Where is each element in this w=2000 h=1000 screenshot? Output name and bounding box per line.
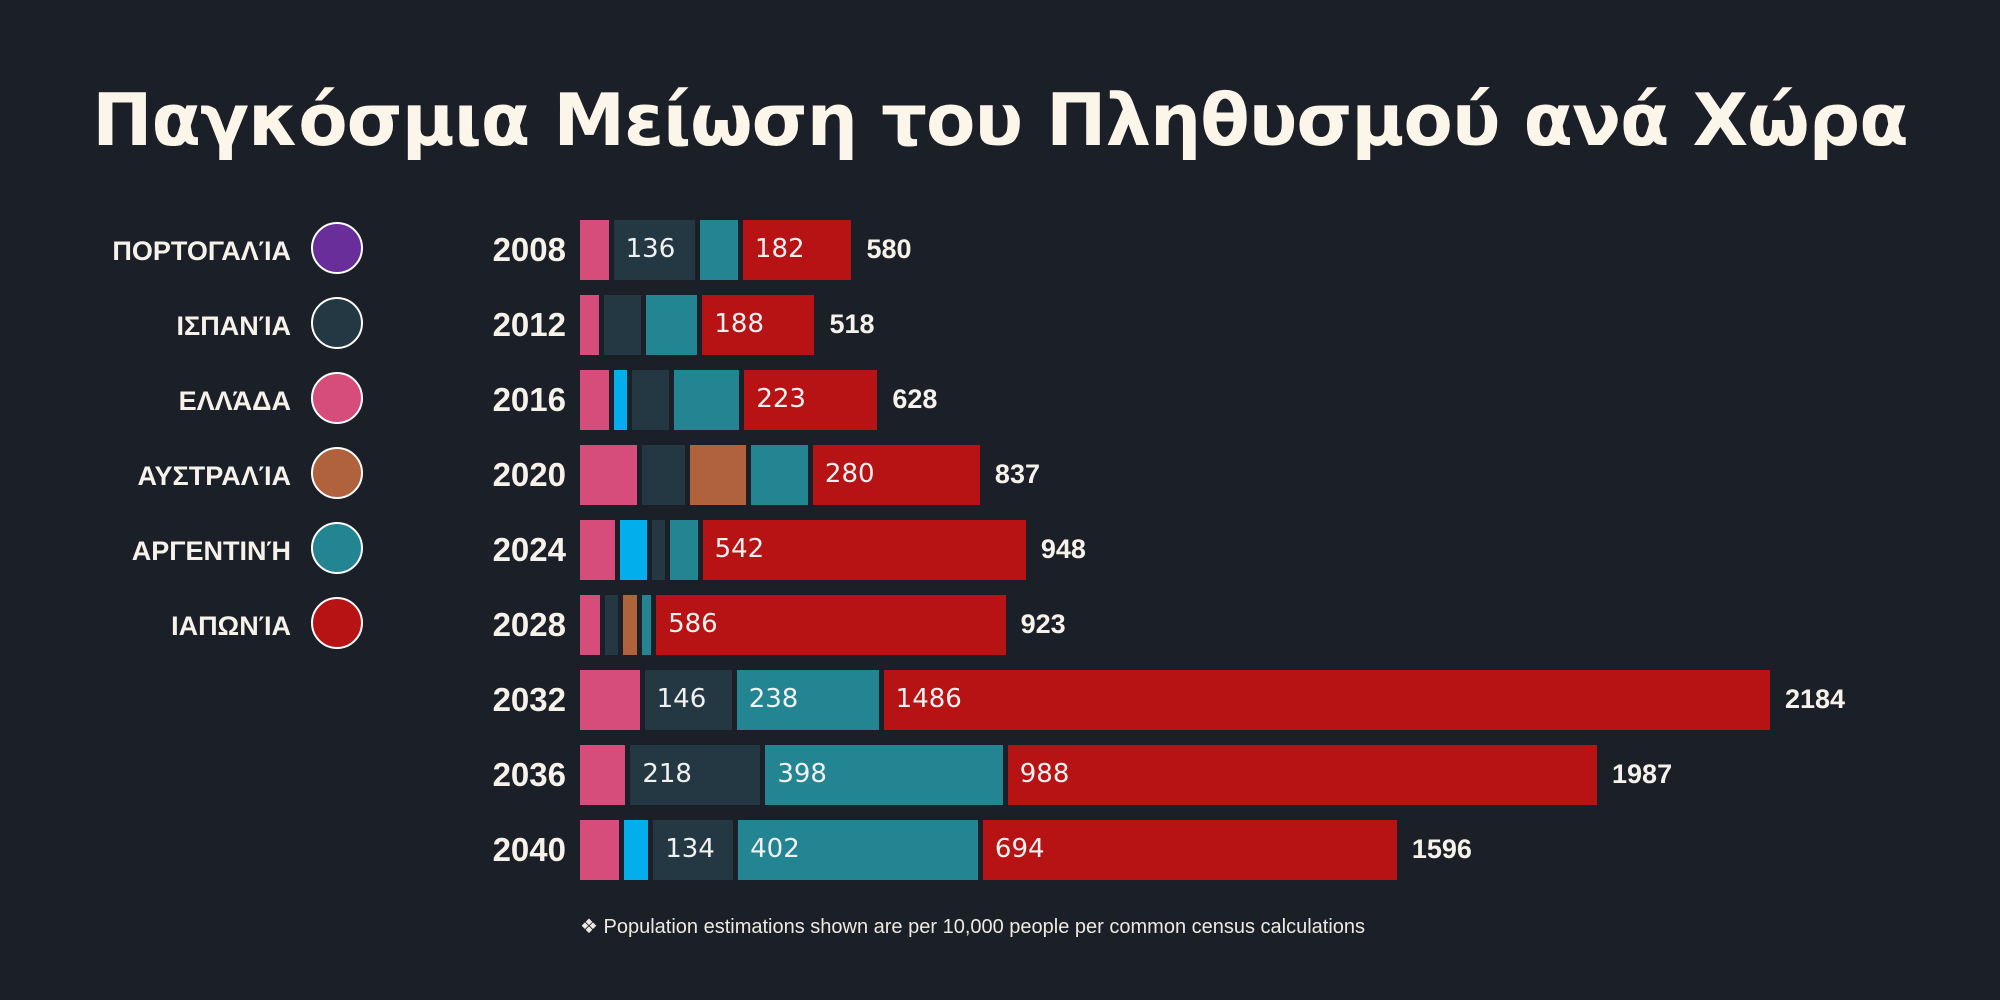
- row-total-label: 948: [1040, 534, 1086, 564]
- bar-segment: [736, 670, 879, 730]
- bar-segment: [623, 595, 637, 655]
- bar-segment: [580, 745, 626, 805]
- bar-segment: [604, 295, 642, 355]
- bar-segment: [580, 295, 600, 355]
- year-label: 2036: [492, 756, 566, 793]
- bar-segment: [982, 820, 1397, 880]
- legend-label: ΕΛΛΆΔΑ: [178, 386, 291, 416]
- footnote: ❖ Population estimations shown are per 1…: [580, 916, 1366, 938]
- segment-value-label: 223: [756, 384, 806, 414]
- bar-segment: [580, 370, 609, 430]
- bar-segment: [580, 670, 640, 730]
- legend-label: ΠΟΡΤΟΓΑΛΊΑ: [112, 236, 291, 266]
- bar-segment: [765, 745, 1003, 805]
- legend-label: ΙΣΠΑΝΊΑ: [176, 311, 292, 341]
- row-total-label: 1987: [1612, 759, 1673, 789]
- bar-segment: [738, 820, 978, 880]
- segment-value-label: 188: [714, 309, 764, 339]
- bar-segment: [580, 220, 609, 280]
- legend-item-australia: ΑΥΣΤΡΑΛΊΑ: [0, 447, 363, 503]
- segment-value-label: 694: [994, 834, 1045, 864]
- legend-swatch: [311, 372, 363, 424]
- segment-value-label: 988: [1019, 759, 1070, 789]
- bar-segment: [744, 370, 878, 430]
- segment-value-label: 134: [665, 834, 715, 864]
- legend-item-argentina: ΑΡΓΕΝΤΙΝΉ: [0, 522, 363, 578]
- bar-segment: [630, 745, 761, 805]
- bar-segment: [689, 445, 747, 505]
- legend-label: ΙΑΠΩΝΊΑ: [171, 611, 291, 641]
- chart-title: Παγκόσμια Μείωση του Πληθυσμού ανά Χώρα: [92, 78, 1908, 162]
- year-label: 2008: [492, 231, 566, 268]
- legend-item-japan: ΙΑΠΩΝΊΑ: [0, 597, 363, 653]
- bar-segment: [580, 595, 601, 655]
- year-label: 2012: [492, 306, 566, 343]
- bar-segment: [619, 520, 648, 580]
- row-total-label: 1596: [1411, 834, 1472, 864]
- bar-segment: [653, 820, 734, 880]
- segment-value-label: 402: [750, 834, 800, 864]
- segment-value-label: 398: [777, 759, 827, 789]
- row-total-label: 580: [866, 234, 912, 264]
- bar-segment: [702, 295, 815, 355]
- segment-value-label: 136: [625, 234, 676, 264]
- bar-segment: [699, 220, 738, 280]
- bar-segment: [646, 295, 698, 355]
- legend-swatch: [311, 522, 363, 574]
- row-total-label: 837: [994, 459, 1040, 489]
- segment-value-label: 586: [668, 609, 718, 639]
- year-label: 2024: [492, 531, 566, 568]
- segment-value-label: 182: [754, 234, 805, 264]
- bar-segment: [631, 370, 669, 430]
- year-label: 2016: [492, 381, 566, 418]
- bar-segment: [742, 220, 852, 280]
- legend-item-spain: ΙΣΠΑΝΊΑ: [0, 297, 363, 353]
- bar-segment: [641, 595, 652, 655]
- legend-swatch: [311, 597, 363, 649]
- bar-segment: [652, 520, 666, 580]
- year-label: 2028: [492, 606, 566, 643]
- bar-segment: [702, 520, 1026, 580]
- bar-segment: [644, 670, 732, 730]
- bar-segment: [580, 445, 637, 505]
- row-total-label: 628: [892, 384, 938, 414]
- segment-value-label: 146: [656, 684, 707, 714]
- bar-segment: [673, 370, 740, 430]
- row-total-label: 518: [829, 309, 875, 339]
- row-total-label: 2184: [1785, 684, 1846, 714]
- segment-value-label: 218: [642, 759, 692, 789]
- year-label: 2040: [492, 831, 566, 868]
- bar-segment: [613, 220, 695, 280]
- legend-item-greece: ΕΛΛΆΔΑ: [0, 372, 363, 428]
- bar-segment: [656, 595, 1006, 655]
- segment-value-label: 238: [748, 684, 799, 714]
- legend-label: ΑΡΓΕΝΤΙΝΉ: [131, 536, 291, 566]
- bar-segment: [670, 520, 698, 580]
- segment-value-label: 542: [714, 534, 765, 564]
- bar-segment: [641, 445, 685, 505]
- year-label: 2032: [492, 681, 566, 718]
- bar-segment: [580, 520, 615, 580]
- year-label: 2020: [492, 456, 566, 493]
- bar-segment: [613, 370, 627, 430]
- row-total-label: 923: [1020, 609, 1066, 639]
- legend-label: ΑΥΣΤΡΑΛΊΑ: [137, 461, 291, 491]
- segment-value-label: 280: [824, 459, 875, 489]
- bar-segment: [751, 445, 808, 505]
- bar-segment: [580, 820, 620, 880]
- legend-item-portugal: ΠΟΡΤΟΓΑΛΊΑ: [0, 222, 363, 278]
- legend-swatch: [311, 447, 363, 499]
- bar-segment: [624, 820, 649, 880]
- legend-swatch: [311, 222, 363, 274]
- bar-segment: [883, 670, 1770, 730]
- bar-segment: [1007, 745, 1598, 805]
- segment-value-label: 1486: [895, 684, 962, 714]
- bar-segment: [605, 595, 619, 655]
- bar-segment: [812, 445, 980, 505]
- legend-swatch: [311, 297, 363, 349]
